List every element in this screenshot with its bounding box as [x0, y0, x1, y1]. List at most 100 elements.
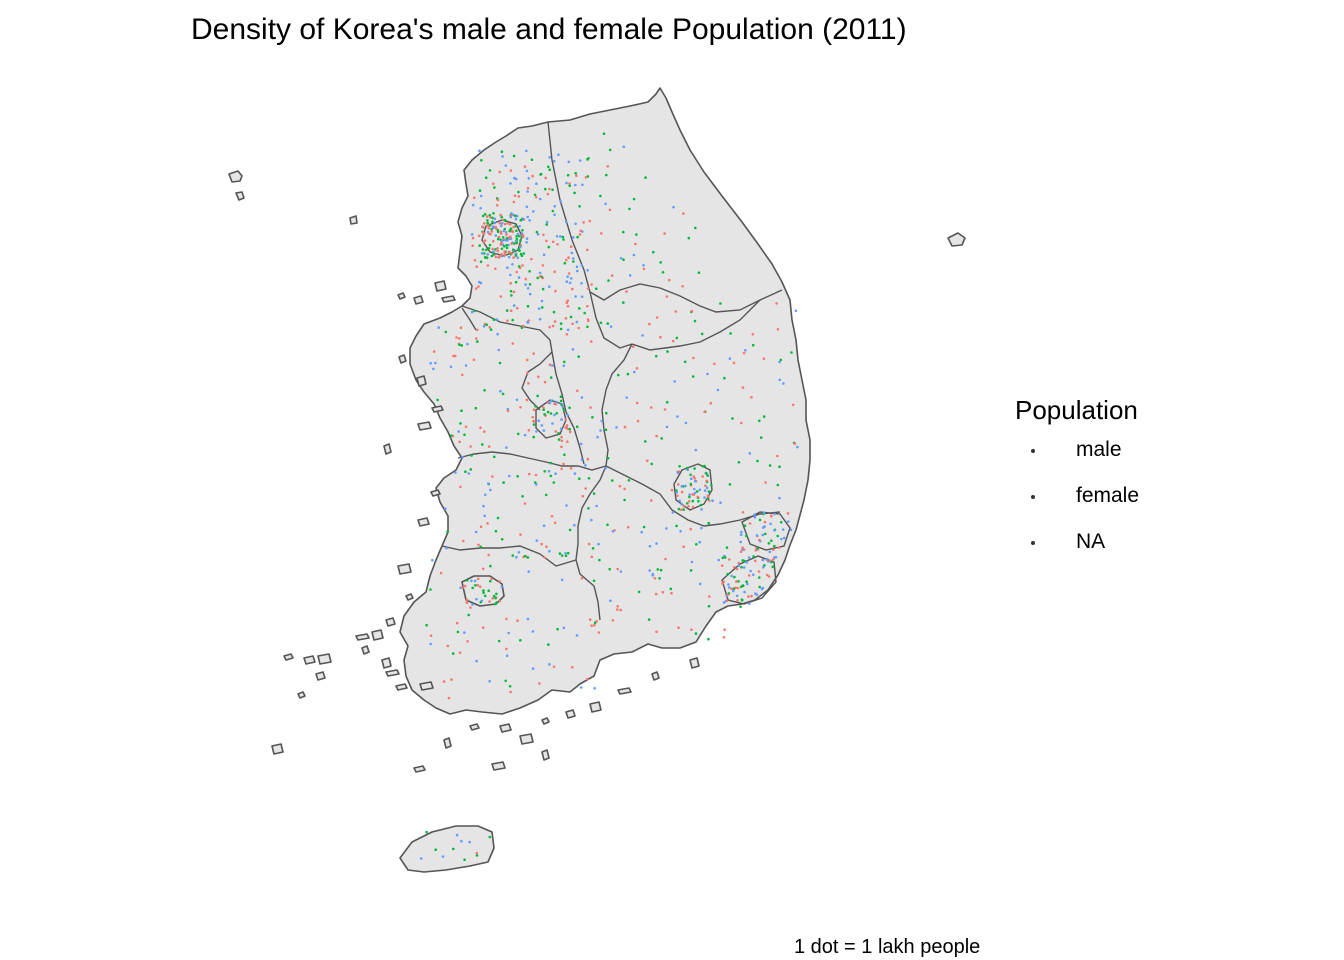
population-dot	[559, 200, 562, 203]
population-dot	[493, 217, 497, 221]
population-dot	[460, 839, 463, 843]
population-dot	[507, 236, 511, 239]
population-dot	[600, 232, 603, 235]
population-dot	[536, 233, 540, 236]
islet	[385, 669, 400, 677]
population-dot	[593, 687, 596, 690]
population-dot	[491, 475, 494, 478]
population-dot	[532, 408, 536, 412]
population-dot	[541, 287, 545, 291]
population-dot	[485, 215, 489, 218]
population-dot	[482, 222, 486, 225]
population-dot	[500, 247, 504, 251]
islet	[469, 723, 480, 731]
population-dot	[671, 339, 675, 343]
population-dot	[510, 214, 513, 217]
population-dot	[732, 361, 736, 365]
population-dot	[501, 155, 504, 158]
population-dot	[632, 197, 636, 201]
islet	[417, 517, 430, 527]
population-dot	[527, 429, 531, 432]
population-dot	[790, 351, 793, 354]
population-dot	[549, 474, 553, 478]
population-dot	[677, 483, 680, 486]
population-dot	[772, 557, 775, 561]
population-dot	[762, 511, 766, 514]
population-dot	[554, 430, 558, 433]
population-dot	[471, 203, 475, 207]
population-dot	[743, 590, 746, 594]
population-dot	[505, 446, 508, 449]
population-dot	[553, 270, 556, 274]
population-dot	[492, 240, 495, 243]
population-dot	[648, 322, 651, 326]
population-dot	[496, 332, 500, 336]
islet	[405, 593, 414, 601]
population-dot	[490, 577, 493, 580]
population-dot	[542, 406, 545, 409]
islet	[434, 280, 447, 292]
population-dot	[488, 243, 492, 247]
population-dot	[588, 618, 592, 621]
population-dot	[735, 567, 739, 571]
islet	[541, 717, 550, 725]
islet	[371, 629, 384, 641]
population-dot	[572, 236, 575, 239]
population-dot	[744, 349, 747, 352]
population-dot	[709, 401, 713, 405]
population-dot	[512, 304, 516, 307]
population-dot	[475, 265, 479, 269]
population-dot	[489, 328, 493, 331]
population-dot	[595, 504, 598, 508]
population-dot	[552, 159, 556, 163]
population-dot	[451, 652, 455, 655]
population-dot	[439, 571, 443, 575]
population-dot	[442, 680, 446, 683]
population-dot	[481, 626, 485, 629]
population-dot	[677, 507, 681, 511]
legend-item-male: male	[1015, 427, 1235, 473]
population-dot	[527, 177, 531, 180]
population-dot	[532, 435, 535, 439]
population-dot	[476, 577, 480, 581]
mainland-outline	[399, 87, 811, 715]
population-dot	[437, 326, 441, 329]
population-dot	[669, 587, 673, 591]
population-dot	[609, 599, 612, 602]
population-dot	[488, 326, 492, 329]
population-dot	[506, 409, 510, 413]
population-dot	[665, 527, 668, 530]
population-dot	[492, 226, 495, 229]
population-dot	[461, 373, 464, 377]
population-dot	[707, 490, 711, 493]
population-dot	[460, 409, 463, 413]
population-dot	[586, 318, 590, 321]
population-dot	[513, 214, 517, 217]
population-dot	[541, 306, 544, 309]
population-dot	[480, 159, 483, 162]
population-dot	[526, 320, 529, 324]
population-dot	[577, 355, 580, 358]
population-dot	[553, 205, 557, 208]
population-dot	[780, 537, 783, 541]
population-dot	[542, 524, 546, 527]
population-dot	[515, 306, 519, 310]
population-dot	[511, 263, 514, 266]
population-dot	[786, 512, 790, 515]
islet	[397, 292, 406, 300]
population-dot	[558, 552, 562, 555]
island	[349, 215, 358, 225]
population-dot	[625, 396, 628, 399]
population-dot	[495, 592, 498, 596]
population-dot	[493, 186, 496, 189]
population-dot	[429, 642, 433, 646]
population-dot	[533, 193, 537, 197]
population-dot	[470, 454, 473, 457]
population-dot	[580, 577, 584, 580]
population-dot	[611, 530, 615, 533]
population-dot	[756, 459, 759, 463]
population-dot	[711, 499, 714, 503]
population-dot	[471, 603, 474, 606]
population-dot	[559, 399, 563, 403]
